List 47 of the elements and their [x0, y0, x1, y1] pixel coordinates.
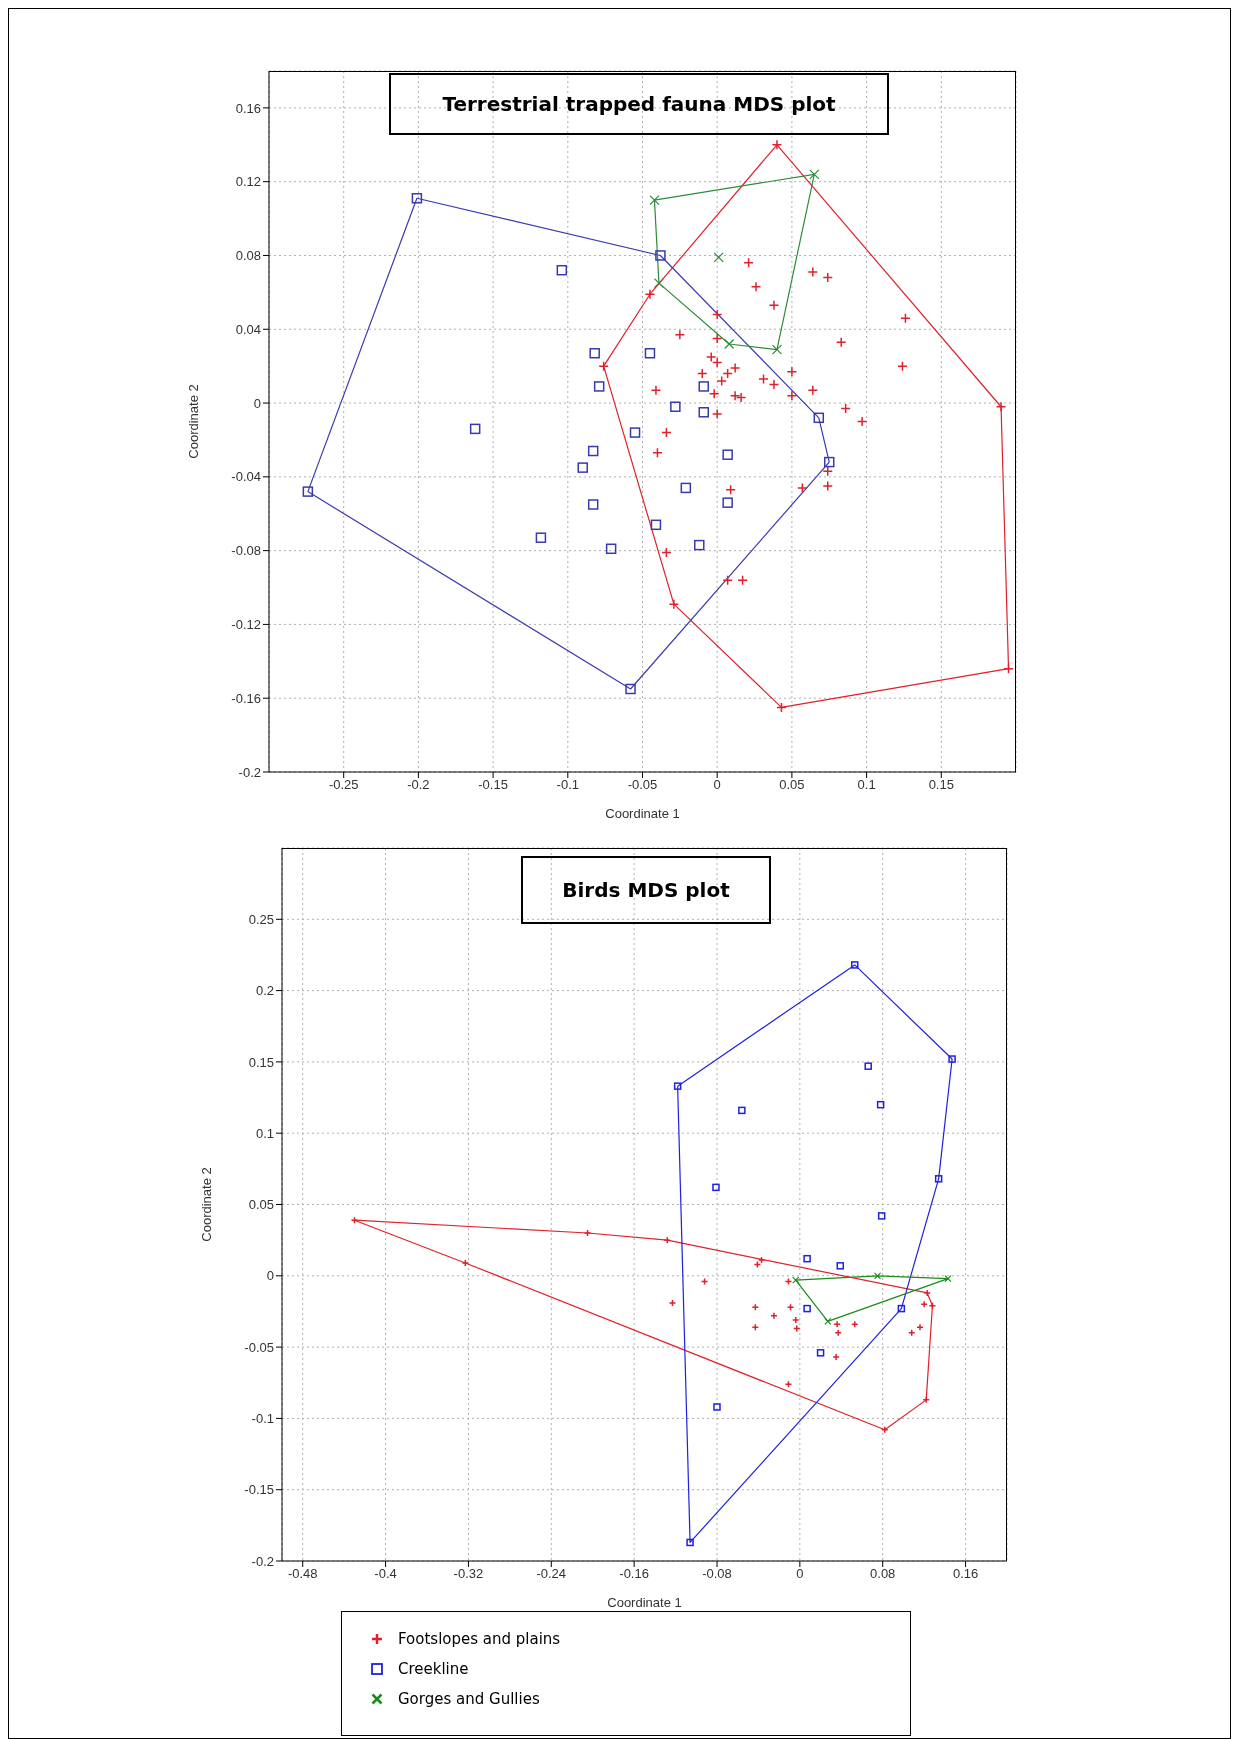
y-tick-label: -0.2	[238, 764, 261, 780]
y-tick-label: -0.12	[231, 617, 261, 633]
x-tick-label: 0	[796, 1566, 804, 1582]
y-tick-label: -0.2	[251, 1553, 274, 1569]
x-tick-label: -0.2	[407, 777, 430, 793]
y-tick-label: -0.1	[251, 1411, 274, 1427]
x-tick-label: 0.08	[870, 1566, 896, 1582]
legend-label: Gorges and Gullies	[398, 1690, 540, 1708]
y-tick-label: 0.25	[248, 911, 274, 927]
x-tick-label: 0.16	[952, 1566, 979, 1582]
x-tick-label: -0.4	[374, 1566, 397, 1582]
y-tick-label: -0.15	[244, 1482, 274, 1498]
text-box: Birds MDS plot	[521, 856, 771, 924]
y-tick-label: 0.2	[255, 983, 274, 999]
y-tick-label: -0.05	[244, 1339, 274, 1355]
x-tick-label: -0.32	[453, 1566, 484, 1582]
y-tick-label: 0	[266, 1268, 274, 1284]
y-tick-label: 0.04	[235, 321, 261, 337]
x-tick-label: 0	[713, 777, 721, 793]
x-tick-label: -0.25	[328, 777, 359, 793]
y-tick-label: 0.05	[248, 1197, 274, 1213]
y-axis-title: Coordinate 2	[198, 1167, 214, 1242]
y-tick-label: -0.04	[231, 469, 261, 485]
y-tick-label: 0.08	[235, 248, 261, 264]
y-axis-title: Coordinate 2	[185, 384, 201, 459]
x-axis-title: Coordinate 1	[605, 806, 680, 821]
x-tick-label: -0.15	[478, 777, 508, 793]
y-tick-label: 0.12	[235, 174, 261, 190]
x-tick-label: 0.05	[779, 777, 805, 793]
x-tick-label: -0.1	[556, 777, 579, 793]
y-tick-label: 0.15	[248, 1054, 274, 1070]
x-tick-label: 0.1	[857, 777, 876, 793]
y-tick-label: 0.16	[235, 100, 261, 116]
y-tick-label: -0.16	[231, 690, 261, 706]
x-axis-title: Coordinate 1	[607, 1595, 682, 1610]
x-tick-label: -0.16	[619, 1566, 649, 1582]
legend-label: Footslopes and plains	[398, 1630, 561, 1648]
x-tick-label: -0.08	[702, 1566, 732, 1582]
legend-label: Creekline	[398, 1660, 469, 1678]
x-tick-label: -0.24	[536, 1566, 567, 1582]
x-tick-label: -0.48	[287, 1566, 318, 1582]
text-box: Terrestrial trapped fauna MDS plot	[389, 73, 889, 135]
y-tick-label: 0	[253, 395, 261, 411]
y-tick-label: 0.1	[255, 1125, 274, 1141]
x-tick-label: -0.05	[627, 777, 658, 793]
x-tick-label: 0.15	[928, 777, 954, 793]
y-tick-label: -0.08	[231, 543, 261, 559]
